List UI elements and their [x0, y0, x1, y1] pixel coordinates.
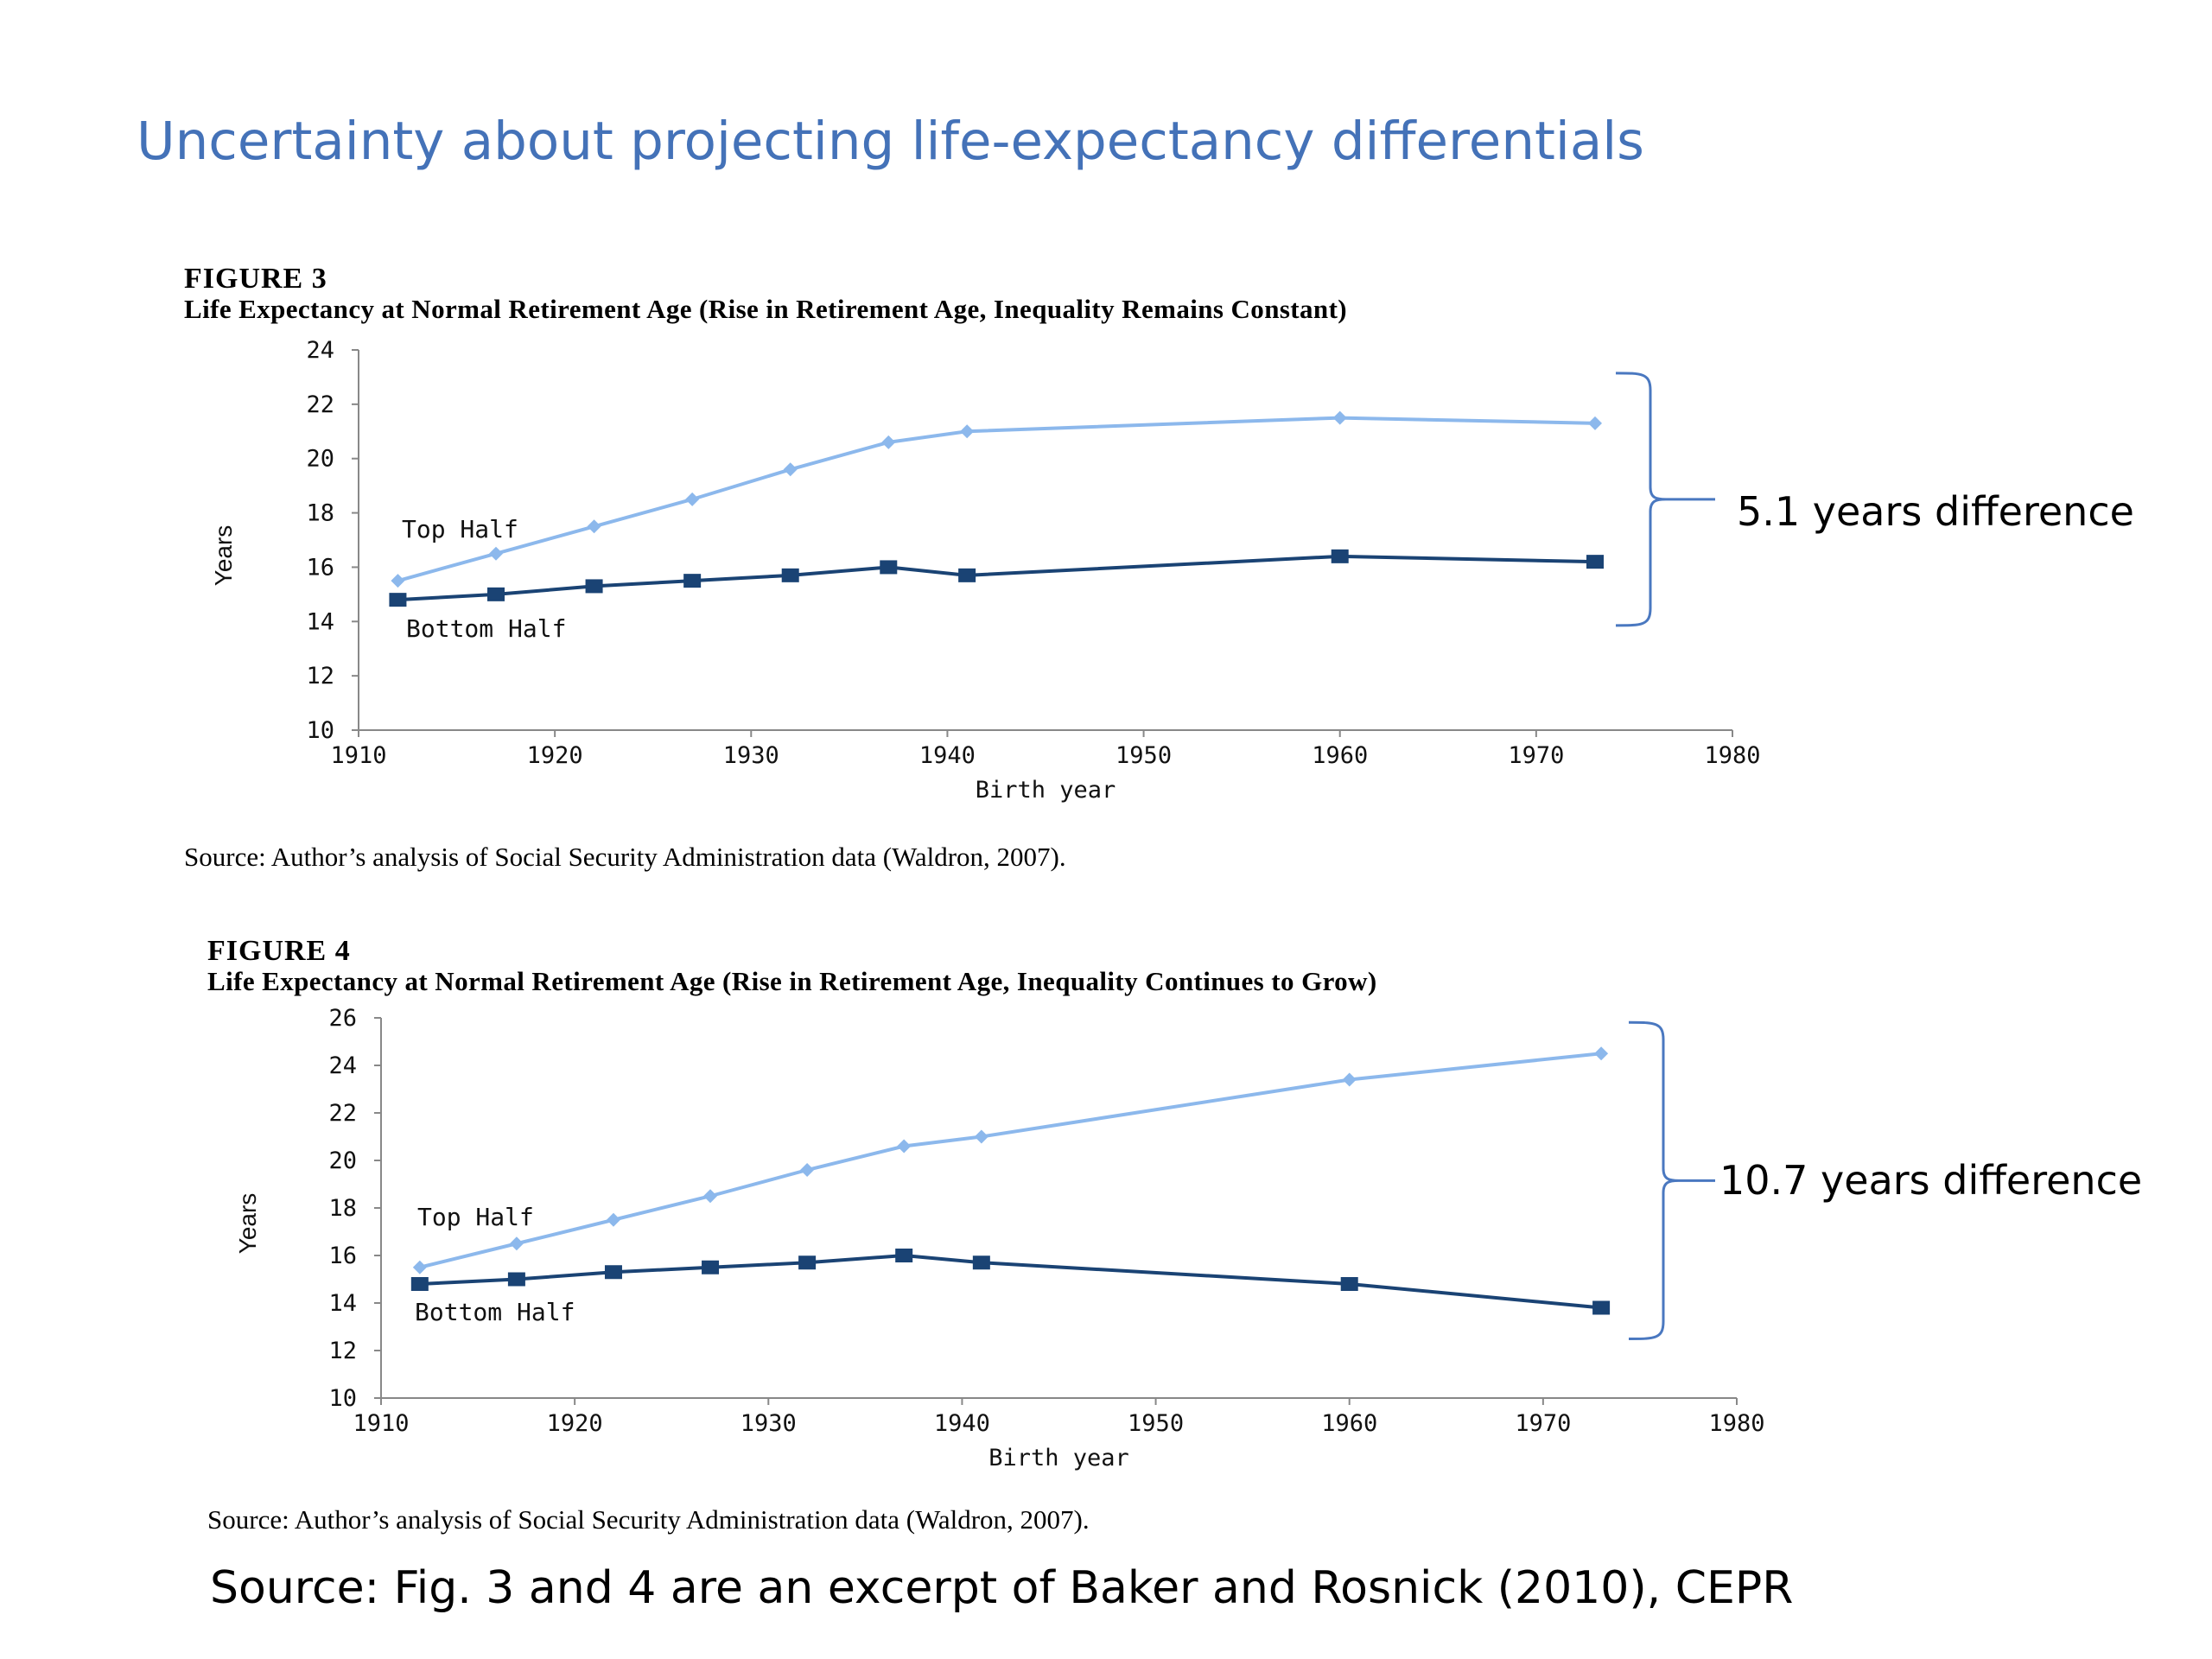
- data-point-top-half: [412, 1260, 427, 1274]
- x-tick-label: 1950: [1116, 742, 1172, 769]
- data-point-bottom-half: [1592, 1300, 1611, 1315]
- data-point-top-half: [1342, 1072, 1357, 1087]
- x-tick-label: 1940: [934, 1410, 990, 1437]
- x-axis-title: Birth year: [976, 777, 1116, 804]
- series-line-bottom-half: [419, 1253, 1602, 1310]
- x-tick-label: 1970: [1515, 1410, 1571, 1437]
- figure-3-caption: Life Expectancy at Normal Retirement Age…: [184, 294, 1348, 324]
- data-point-top-half: [881, 435, 896, 449]
- x-tick-label: 1930: [723, 742, 779, 769]
- y-tick-label: 18: [328, 1195, 357, 1222]
- data-point-bottom-half: [389, 593, 407, 607]
- x-tick-label: 1910: [330, 742, 386, 769]
- data-point-bottom-half: [410, 1277, 429, 1291]
- x-tick-label: 1920: [547, 1410, 603, 1437]
- data-point-top-half: [897, 1139, 912, 1154]
- figure-4-chart: 10 12 14 16 18 20 22 24 26 1910 1920 1930 1940 1950 19…: [234, 1005, 2142, 1471]
- data-point-bottom-half: [958, 568, 976, 582]
- x-tick-label: 1910: [353, 1410, 409, 1437]
- figure-4-caption: Life Expectancy at Normal Retirement Age…: [207, 966, 1377, 996]
- figure-3-number: FIGURE 3: [184, 263, 327, 295]
- x-tick-label: 1980: [1704, 742, 1760, 769]
- y-tick-label: 22: [306, 391, 334, 418]
- data-point-top-half: [800, 1163, 815, 1177]
- data-point-bottom-half: [1340, 1277, 1358, 1291]
- slide-title: Uncertainty about projecting life-expect…: [137, 111, 1644, 172]
- y-tick-label: 14: [306, 608, 334, 635]
- figure-4-source: Source: Author’s analysis of Social Secu…: [207, 1504, 1090, 1535]
- data-point-top-half: [1332, 410, 1347, 425]
- difference-bracket: [1615, 372, 1715, 627]
- y-tick-label: 26: [328, 1005, 357, 1032]
- series-label: Top Half: [417, 1203, 534, 1231]
- x-tick-label: 1920: [527, 742, 583, 769]
- data-point-bottom-half: [487, 587, 505, 601]
- data-point-top-half: [489, 546, 503, 561]
- data-point-top-half: [783, 462, 798, 477]
- figure-3-chart: 10 12 14 16 18 20 22 24 1910 1920 1930 1940 1950 1960…: [210, 337, 2134, 804]
- data-point-bottom-half: [895, 1249, 913, 1262]
- data-point-bottom-half: [507, 1272, 525, 1287]
- data-point-top-half: [960, 424, 975, 439]
- y-tick-label: 14: [328, 1290, 357, 1317]
- data-point-bottom-half: [1331, 549, 1349, 563]
- y-tick-label: 18: [306, 500, 334, 527]
- data-point-top-half: [1594, 1046, 1609, 1061]
- y-tick-label: 20: [306, 446, 334, 473]
- data-point-bottom-half: [972, 1255, 990, 1270]
- data-point-bottom-half: [585, 579, 603, 594]
- y-axis-title: Years: [234, 1193, 261, 1255]
- y-tick-label: 10: [306, 717, 334, 744]
- figure-4-number: FIGURE 4: [207, 935, 351, 967]
- data-point-top-half: [1588, 416, 1602, 430]
- y-tick-label: 12: [328, 1338, 357, 1364]
- data-point-bottom-half: [781, 568, 799, 582]
- difference-label: 5.1 years difference: [1737, 488, 2134, 535]
- x-tick-label: 1970: [1508, 742, 1564, 769]
- data-point-bottom-half: [702, 1260, 720, 1274]
- y-tick-label: 12: [306, 663, 334, 690]
- x-axis-title: Birth year: [988, 1445, 1129, 1471]
- y-tick-label: 20: [328, 1147, 357, 1174]
- series-label: Bottom Half: [415, 1298, 575, 1326]
- y-tick-label: 24: [306, 337, 334, 364]
- slide-source: Source: Fig. 3 and 4 are an excerpt of B…: [210, 1562, 1794, 1614]
- data-point-bottom-half: [604, 1265, 622, 1280]
- y-tick-label: 10: [328, 1385, 357, 1412]
- y-tick-label: 16: [328, 1243, 357, 1269]
- y-tick-label: 24: [328, 1052, 357, 1079]
- series-line-bottom-half: [397, 554, 1596, 602]
- x-tick-label: 1940: [919, 742, 976, 769]
- data-point-bottom-half: [683, 574, 702, 588]
- x-tick-label: 1980: [1708, 1410, 1764, 1437]
- data-point-top-half: [606, 1212, 620, 1227]
- series-line-top-half: [419, 1052, 1602, 1269]
- data-point-top-half: [391, 574, 405, 588]
- y-tick-label: 16: [306, 554, 334, 581]
- y-tick-label: 22: [328, 1100, 357, 1127]
- data-point-top-half: [703, 1189, 718, 1204]
- series-label: Bottom Half: [406, 614, 566, 643]
- data-point-bottom-half: [880, 560, 898, 575]
- difference-label: 10.7 years difference: [1719, 1157, 2142, 1204]
- data-point-top-half: [685, 492, 700, 506]
- difference-bracket: [1628, 1020, 1715, 1340]
- x-tick-label: 1930: [741, 1410, 797, 1437]
- y-axis-title: Years: [210, 525, 237, 587]
- x-tick-label: 1950: [1128, 1410, 1184, 1437]
- data-point-bottom-half: [1586, 555, 1604, 569]
- series-label: Top Half: [402, 515, 518, 543]
- figure-3-source: Source: Author’s analysis of Social Secu…: [184, 842, 1066, 872]
- data-point-top-half: [509, 1236, 524, 1251]
- x-tick-label: 1960: [1321, 1410, 1377, 1437]
- data-point-bottom-half: [798, 1255, 817, 1270]
- data-point-top-half: [974, 1129, 988, 1144]
- data-point-top-half: [587, 519, 601, 534]
- x-tick-label: 1960: [1312, 742, 1368, 769]
